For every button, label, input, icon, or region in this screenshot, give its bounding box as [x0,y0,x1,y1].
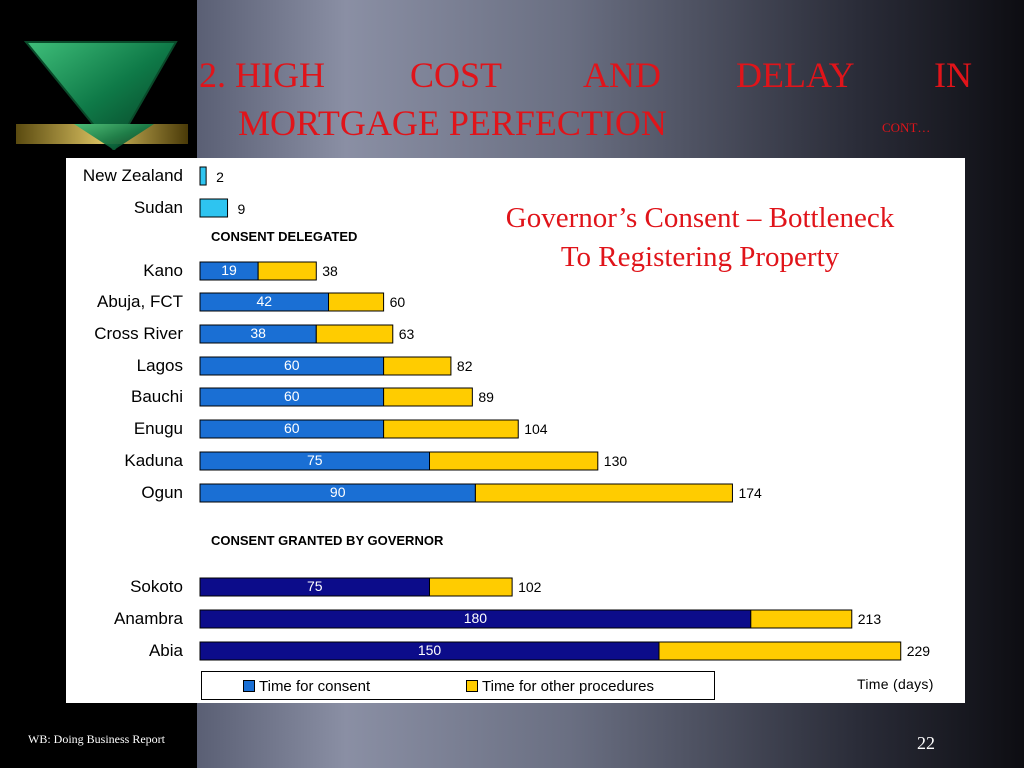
callout-line-1: Governor’s Consent – Bottleneck [505,202,895,234]
bar-total [199,166,207,186]
value-label-consent: 150 [417,642,442,658]
category-label: Sudan [133,198,183,217]
bar-other [383,387,473,407]
value-label-consent: 75 [306,578,323,594]
title-line-2: MORTGAGE PERFECTION [238,103,667,143]
title-word: DELAY [736,55,855,95]
bar-other [315,324,394,344]
bar-other [383,419,519,439]
value-label-total: 38 [322,263,338,279]
category-label: Cross River [94,324,183,343]
group-label-governor: CONSENT GRANTED BY GOVERNOR [211,533,444,548]
legend-label-consent: Time for consent [259,678,371,695]
value-label-consent: 90 [329,484,346,500]
value-label-total: 60 [389,294,406,310]
value-label-total: 102 [518,579,542,595]
value-label-total: 229 [906,643,931,659]
value-label-total: 63 [398,326,415,342]
x-axis-label: Time (days) [857,676,934,692]
chart-legend: Time for consent Time for other procedur… [201,671,715,700]
value-label-total: 104 [524,421,548,437]
bar-other [429,577,513,597]
title-word: AND [583,55,661,95]
title-word: 2. HIGH [199,55,325,95]
category-label: Ogun [141,483,183,502]
group-label-delegated: CONSENT DELEGATED [211,229,358,244]
bar-other [750,609,853,629]
continued-marker: CONT… [882,120,931,135]
bar-other [257,261,317,281]
value-label-total: 9 [237,201,246,217]
legend-swatch-consent [243,680,255,693]
category-label: Anambra [114,609,183,628]
category-label: Kaduna [124,451,183,470]
value-label-consent: 42 [256,293,273,309]
value-label-consent: 19 [221,262,237,278]
value-label-consent: 60 [284,357,300,373]
title-word: IN [934,55,972,95]
bar-other [474,483,733,503]
category-label: Abuja, FCT [97,292,183,311]
value-label-consent: 180 [463,610,488,626]
value-label-total: 2 [216,169,224,185]
legend-swatch-other [466,680,478,693]
category-labels: New Zealand Sudan Kano Abuja, FCT Cross Rive… [0,0,186,768]
value-label-total: 213 [857,611,882,627]
bar-other [658,641,902,661]
value-label-consent: 75 [306,452,323,468]
value-label-consent: 60 [284,388,300,404]
source-note: WB: Doing Business Report [28,732,165,746]
value-label-total: 89 [478,389,494,405]
category-label: New Zealand [82,166,183,185]
value-label-consent: 60 [284,420,300,436]
page-number: 22 [917,733,935,753]
bar-other [383,356,452,376]
emerald-triangle-logo [16,41,188,150]
legend-item-consent: Time for consent [243,678,370,695]
category-label: Abia [148,641,183,660]
category-label: Bauchi [131,387,183,406]
category-label: Enugu [133,419,183,438]
callout-line-2: To Registering Property [560,241,840,273]
value-label-total: 130 [603,453,628,469]
title-word: COST [410,55,503,95]
legend-label-other: Time for other procedures [482,678,655,695]
category-label: Kano [143,261,183,280]
bar-other [429,451,599,471]
legend-item-other: Time for other procedures [466,678,654,695]
category-label: Lagos [136,356,183,375]
value-label-consent: 38 [250,325,266,341]
bar-total [199,198,229,218]
category-label: Sokoto [130,577,183,596]
bar-other [328,292,385,312]
value-label-total: 82 [456,358,473,374]
value-label-total: 174 [738,485,762,501]
